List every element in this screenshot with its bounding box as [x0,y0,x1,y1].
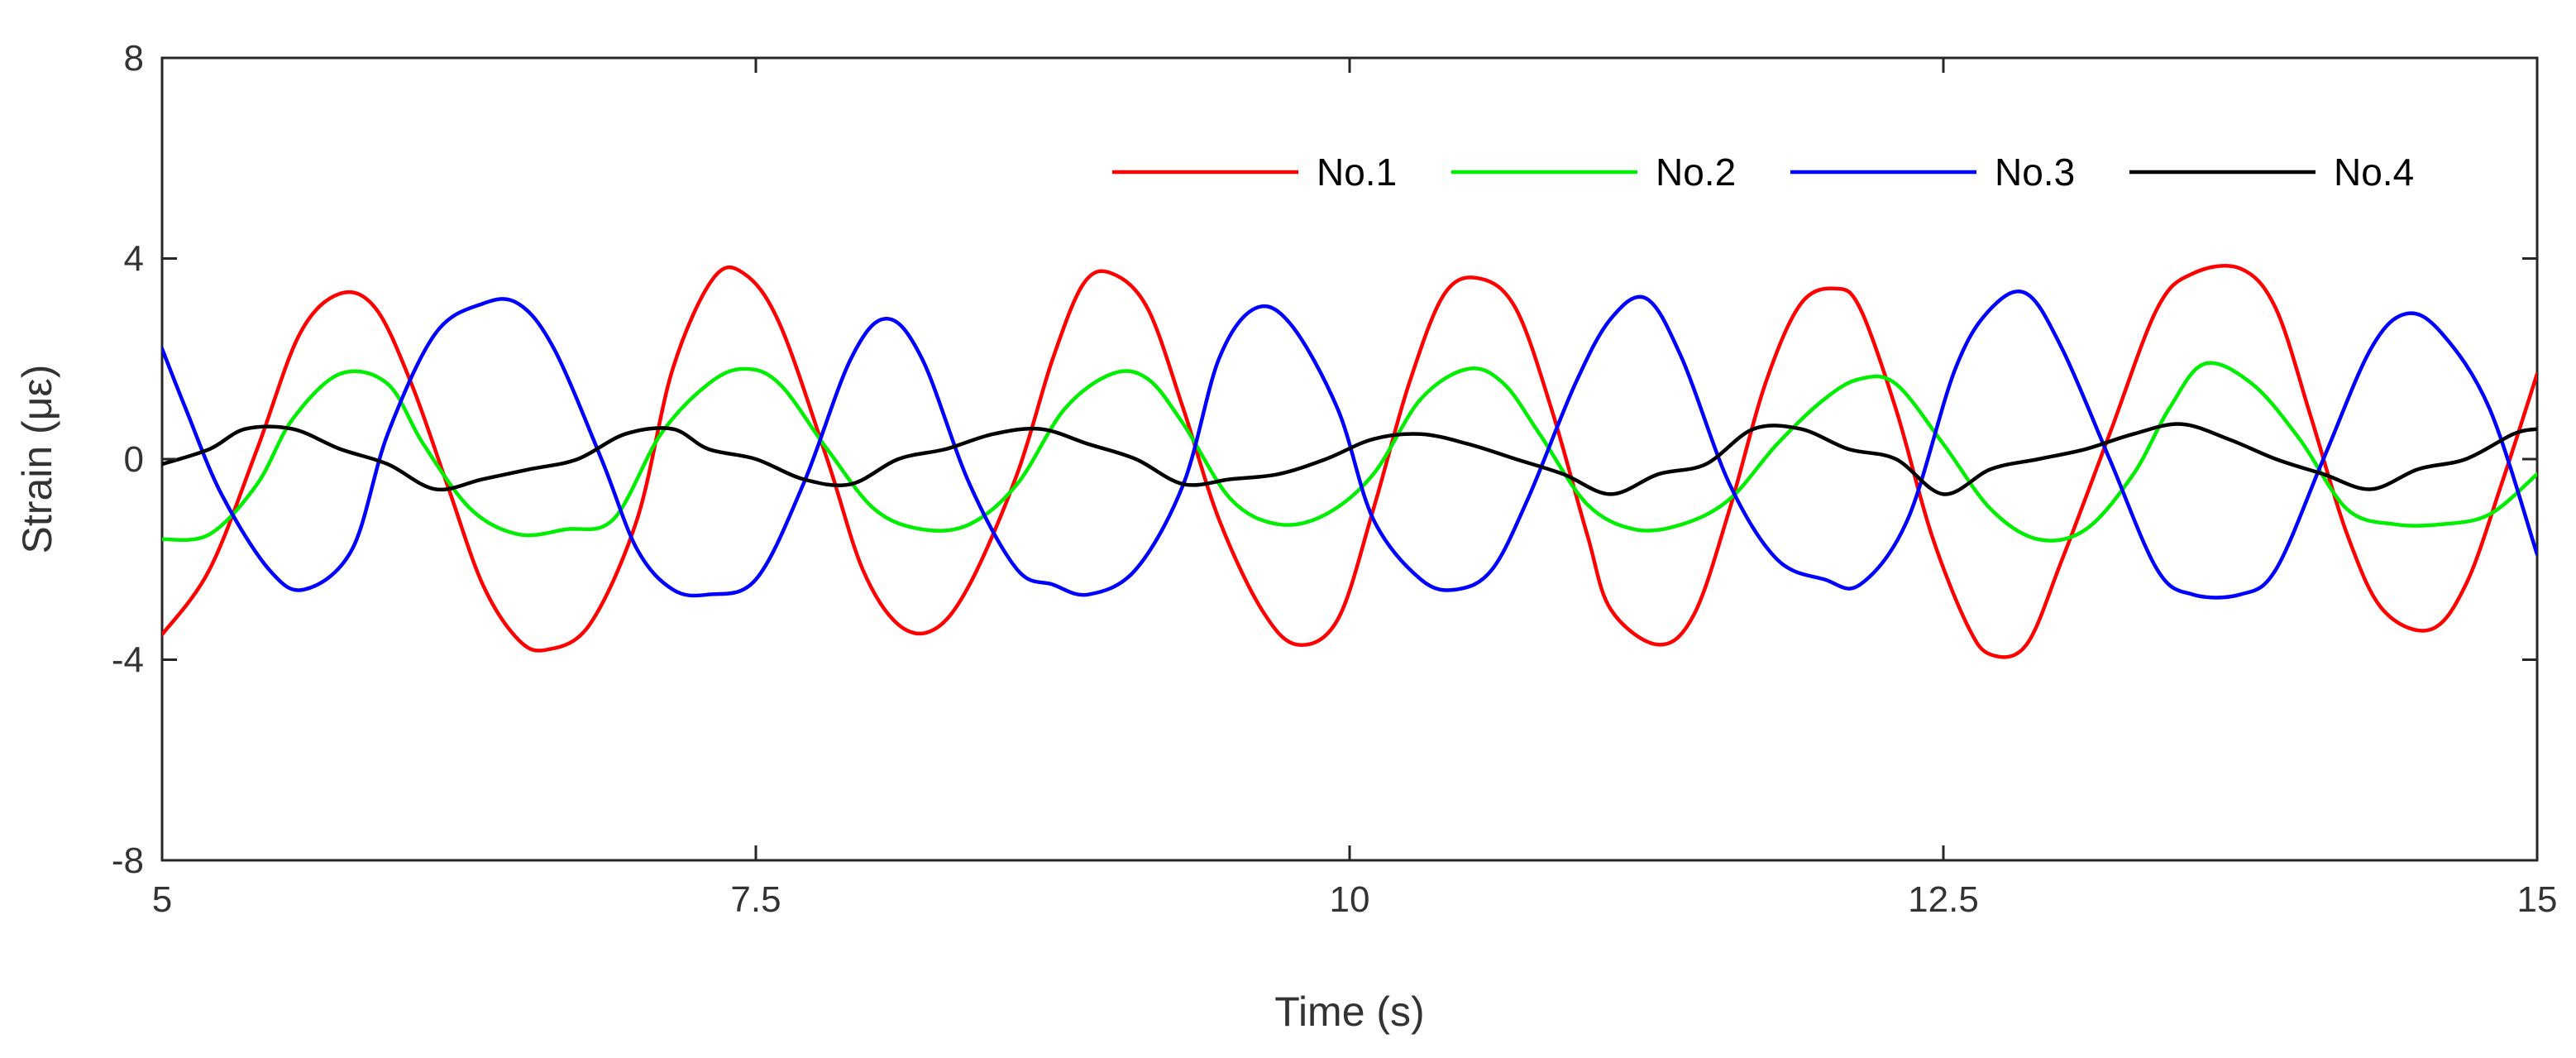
x-tick-label: 12.5 [1908,879,1979,920]
series-layer [162,264,2537,659]
legend-label-3: No.3 [1995,151,2075,194]
series-line-4 [162,422,2537,496]
series-line-1 [162,264,2537,659]
legend-label-2: No.2 [1656,151,1736,194]
legend-label-1: No.1 [1317,151,1397,194]
y-tick-label: -4 [112,640,144,681]
y-tick-label: 8 [124,38,144,79]
series-line-3 [162,290,2537,600]
y-tick-label: 0 [124,439,144,480]
x-tick-label: 15 [2517,879,2558,920]
y-axis: -8 -4 0 4 8 [112,38,2537,881]
series-line-2 [162,361,2537,543]
x-tick-label: 7.5 [730,879,781,920]
y-axis-label: Strain (με) [14,365,60,554]
legend: No.1 No.2 No.3 No.4 [1112,151,2414,194]
y-tick-label: -8 [112,840,144,881]
x-axis: 5 7.5 10 12.5 15 [152,58,2558,920]
x-tick-label: 5 [152,879,172,920]
x-tick-label: 10 [1330,879,1370,920]
x-axis-label: Time (s) [1274,989,1424,1035]
y-tick-label: 4 [124,239,144,280]
legend-label-4: No.4 [2334,151,2414,194]
